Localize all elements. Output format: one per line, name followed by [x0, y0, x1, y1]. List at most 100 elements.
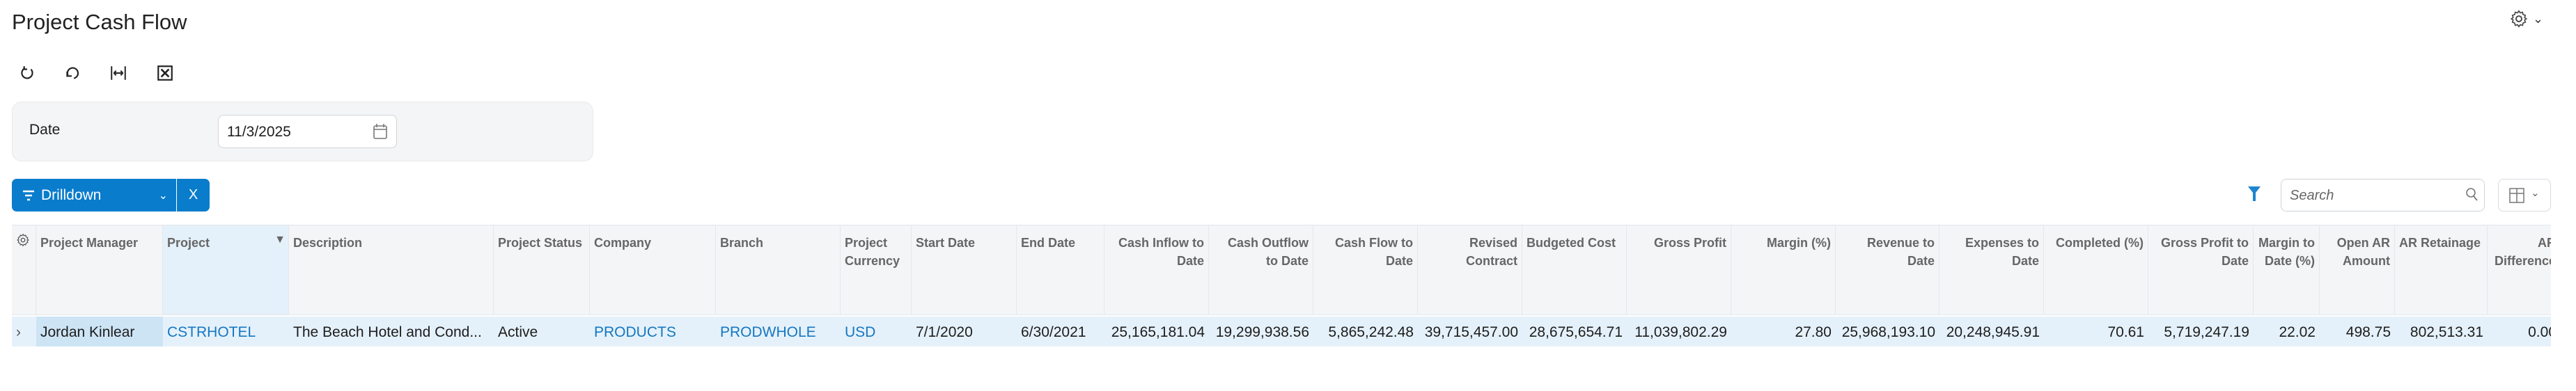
refresh-icon[interactable]	[17, 63, 38, 83]
column-header[interactable]: Branch	[716, 225, 841, 315]
search-placeholder: Search	[2290, 188, 2334, 203]
column-header-label: Margin to Date (%)	[2258, 236, 2315, 268]
column-header[interactable]: Gross Profit	[1627, 225, 1731, 315]
drilldown-button[interactable]: Drilldown ⌄ X	[12, 179, 210, 212]
column-header[interactable]: Description	[289, 225, 494, 315]
column-header[interactable]: Start Date	[912, 225, 1017, 315]
column-header[interactable]: Margin to Date (%)	[2254, 225, 2320, 315]
gear-icon[interactable]	[2508, 8, 2529, 29]
table-cell: 0.00	[2488, 317, 2551, 346]
column-header-label: End Date	[1021, 236, 1076, 250]
column-header-label: Open AR Amount	[2336, 236, 2390, 268]
column-header-label: Project	[167, 236, 210, 250]
column-header[interactable]: Project Currency	[841, 225, 912, 315]
column-filter-icon[interactable]: ▼	[274, 234, 286, 246]
filter-icon[interactable]	[2247, 185, 2261, 203]
table-cell: 5,865,242.48	[1313, 317, 1418, 346]
filter-panel	[12, 102, 593, 161]
column-header[interactable]: Project Status	[494, 225, 590, 315]
table-cell: 39,715,457.00	[1418, 317, 1522, 346]
column-header[interactable]: Budgeted Cost	[1522, 225, 1627, 315]
table-columns-icon	[2509, 188, 2524, 203]
column-header-label: Margin (%)	[1767, 236, 1831, 250]
chevron-down-icon[interactable]: ⌄	[2531, 187, 2540, 199]
column-header[interactable]: Project Manager	[36, 225, 163, 315]
column-header[interactable]: Cash Flow to Date	[1313, 225, 1418, 315]
table-cell[interactable]: PRODUCTS	[590, 317, 716, 346]
expand-row-icon[interactable]: ›	[12, 317, 36, 346]
table-cell: Active	[494, 317, 590, 346]
column-header-label: Company	[594, 236, 652, 250]
column-header-label: Description	[293, 236, 363, 250]
fit-columns-icon[interactable]	[108, 63, 129, 83]
column-header[interactable]: AR Retainage	[2395, 225, 2488, 315]
column-header-label: Start Date	[916, 236, 976, 250]
column-header-label: AR Retainage	[2399, 236, 2481, 250]
column-header[interactable]: Company	[590, 225, 716, 315]
export-excel-icon[interactable]	[155, 63, 175, 83]
date-value: 11/3/2025	[227, 124, 291, 140]
calendar-icon[interactable]	[373, 123, 388, 140]
column-settings-button[interactable]	[12, 225, 36, 315]
filter-lines-icon	[23, 190, 34, 200]
column-chooser-button[interactable]: ⌄	[2498, 179, 2551, 212]
table-cell: 7/1/2020	[912, 317, 1017, 346]
column-header[interactable]: Margin (%)	[1731, 225, 1836, 315]
table-cell: 11,039,802.29	[1627, 317, 1731, 346]
chevron-down-icon[interactable]: ⌄	[2533, 12, 2544, 26]
column-header-label: Revised Contract	[1465, 236, 1517, 268]
column-header[interactable]: Completed (%)	[2044, 225, 2148, 315]
column-header-label: Cash Flow to Date	[1335, 236, 1413, 268]
column-header[interactable]: Cash Inflow to Date	[1104, 225, 1209, 315]
project-cash-flow-grid: › Project Manager Jordan Kinlear Project ▼ CS…	[12, 225, 2551, 346]
column-header[interactable]: Expenses to Date	[1939, 225, 2044, 315]
column-header-label: Gross Profit	[1653, 236, 1726, 250]
column-header-label: Project Status	[498, 236, 583, 250]
drilldown-label: Drilldown	[41, 186, 102, 203]
search-icon[interactable]	[2465, 186, 2479, 203]
table-cell: 5,719,247.19	[2148, 317, 2254, 346]
table-cell: 802,513.31	[2395, 317, 2488, 346]
page-title: Project Cash Flow	[12, 10, 187, 34]
gear-icon[interactable]	[15, 232, 31, 248]
column-header-label: Expenses to Date	[1965, 236, 2039, 268]
date-label: Date	[29, 122, 61, 138]
table-cell: The Beach Hotel and Cond...	[289, 317, 494, 346]
column-header[interactable]: Gross Profit to Date	[2148, 225, 2254, 315]
column-header-label: Gross Profit to Date	[2160, 236, 2249, 268]
column-header[interactable]: Revenue to Date	[1836, 225, 1939, 315]
column-header-label: Cash Outflow to Date	[1228, 236, 1309, 268]
column-header-label: AR Difference	[2494, 236, 2551, 268]
column-header[interactable]: Project ▼	[163, 225, 289, 315]
column-header-label: Branch	[720, 236, 764, 250]
table-cell: Jordan Kinlear	[36, 317, 163, 346]
table-cell: 25,968,193.10	[1836, 317, 1939, 346]
column-header[interactable]: AR Difference	[2488, 225, 2551, 315]
table-cell: 6/30/2021	[1017, 317, 1104, 346]
table-cell: 20,248,945.91	[1939, 317, 2044, 346]
table-cell[interactable]: PRODWHOLE	[716, 317, 841, 346]
column-header[interactable]: End Date	[1017, 225, 1104, 315]
column-header-label: Completed (%)	[2056, 236, 2144, 250]
search-input[interactable]: Search	[2281, 179, 2485, 212]
date-input[interactable]: 11/3/2025	[218, 115, 397, 148]
undo-icon[interactable]	[62, 63, 83, 83]
table-cell: 27.80	[1731, 317, 1836, 346]
column-header[interactable]: Open AR Amount	[2320, 225, 2395, 315]
table-cell: 28,675,654.71	[1522, 317, 1627, 346]
table-cell[interactable]: CSTRHOTEL	[163, 317, 289, 346]
column-header-label: Cash Inflow to Date	[1118, 236, 1204, 268]
table-cell: 22.02	[2254, 317, 2320, 346]
column-header-label: Project Manager	[40, 236, 139, 250]
table-cell: 70.61	[2044, 317, 2148, 346]
table-cell: 19,299,938.56	[1209, 317, 1313, 346]
column-header-label: Project Currency	[845, 236, 900, 268]
table-cell: 25,165,181.04	[1104, 317, 1209, 346]
table-cell[interactable]: USD	[841, 317, 912, 346]
clear-drilldown-button[interactable]: X	[188, 187, 198, 202]
column-header-label: Budgeted Cost	[1527, 236, 1616, 250]
chevron-down-icon[interactable]: ⌄	[158, 189, 168, 202]
column-header-label: Revenue to Date	[1866, 236, 1935, 268]
column-header[interactable]: Cash Outflow to Date	[1209, 225, 1313, 315]
column-header[interactable]: Revised Contract	[1418, 225, 1522, 315]
